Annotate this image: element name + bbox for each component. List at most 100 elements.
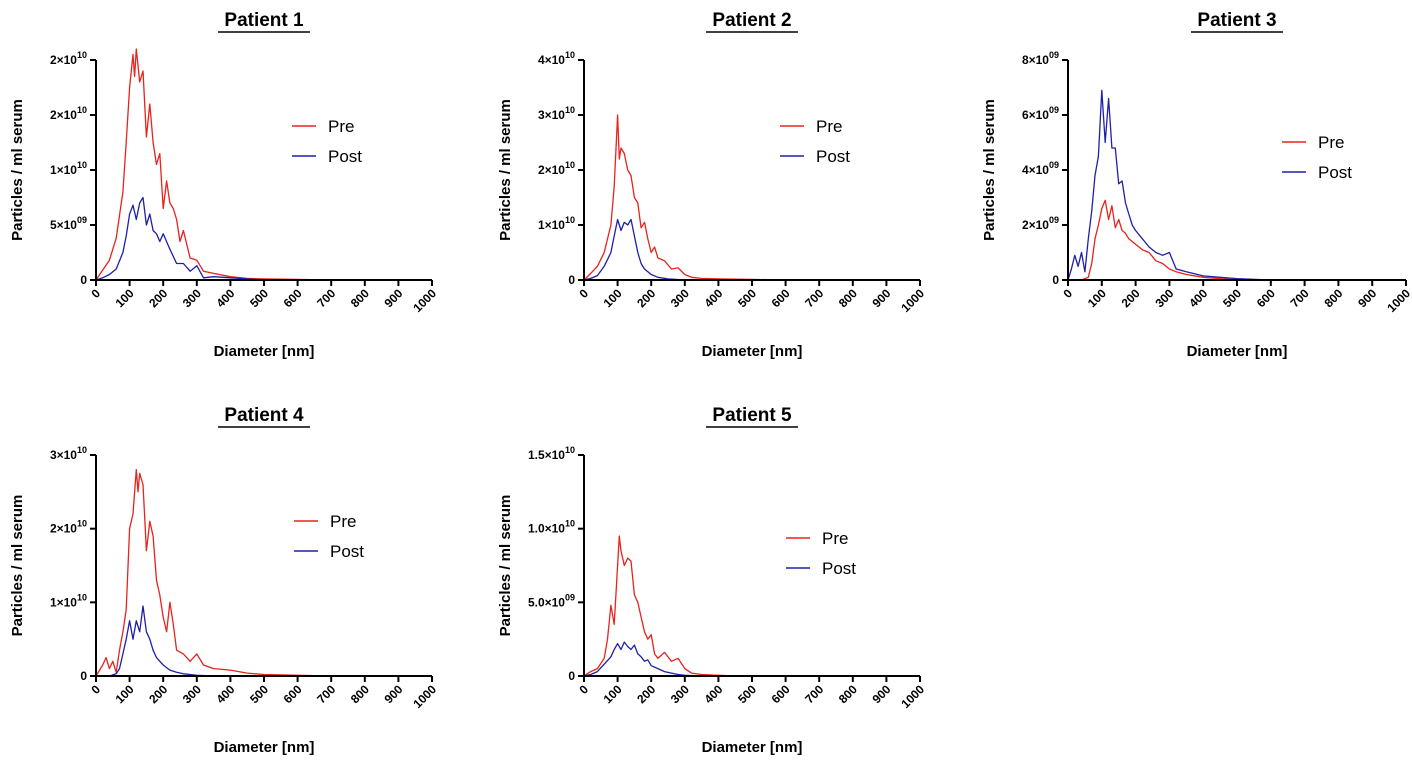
legend-label-pre: Pre <box>1318 133 1344 152</box>
y-tick-label: 0 <box>80 669 87 683</box>
chart-panel-5: Patient 5 0 5.0×1009 1.0×1010 1.5×1010 0 100 20… <box>497 405 927 756</box>
x-tick-label: 1000 <box>410 682 439 711</box>
x-tick-label: 600 <box>769 286 793 310</box>
x-tick-label: 0 <box>576 682 591 697</box>
x-tick-label: 100 <box>601 286 625 310</box>
series-line-post <box>96 605 432 677</box>
x-tick-label: 0 <box>576 286 591 301</box>
x-tick-label: 1000 <box>898 286 927 315</box>
y-tick-label: 2×1009 <box>1022 215 1059 232</box>
x-tick-label: 500 <box>735 682 759 706</box>
x-tick-label: 400 <box>1186 286 1210 310</box>
series-line-pre <box>95 48 432 281</box>
y-tick-label: 0 <box>568 669 575 683</box>
x-tick-label: 200 <box>634 286 658 310</box>
y-tick-label: 2×1010 <box>50 105 87 122</box>
x-tick-label: 800 <box>836 286 860 310</box>
x-tick-label: 0 <box>88 286 103 301</box>
x-tick-label: 200 <box>146 682 170 706</box>
legend-label-post: Post <box>328 147 362 166</box>
y-tick-label: 5×1009 <box>50 215 87 232</box>
x-tick-label: 800 <box>348 286 372 310</box>
x-tick-label: 800 <box>348 682 372 706</box>
x-tick-label: 700 <box>1288 286 1312 310</box>
x-tick-label: 300 <box>668 682 692 706</box>
x-tick-label: 300 <box>180 286 204 310</box>
x-tick-label: 800 <box>1321 286 1345 310</box>
legend-label-pre: Pre <box>330 512 356 531</box>
y-tick-label: 4×1010 <box>538 50 575 67</box>
y-tick-label: 1.5×1010 <box>528 445 575 462</box>
chart-title: Patient 1 <box>224 10 304 31</box>
x-tick-label: 500 <box>735 286 759 310</box>
x-tick-label: 700 <box>802 682 826 706</box>
y-axis-label: Particles / ml serum <box>497 495 514 637</box>
x-tick-label: 500 <box>1220 286 1244 310</box>
series-line-pre <box>583 114 920 281</box>
y-axis-label: Particles / ml serum <box>9 495 26 637</box>
y-tick-label: 1×1010 <box>50 592 87 609</box>
chart-panel-1: Patient 1 0 5×1009 1×1010 2×1010 2×1010 0 100 20… <box>9 10 439 360</box>
x-tick-label: 200 <box>1119 286 1143 310</box>
y-tick-label: 2×1010 <box>538 160 575 177</box>
chart-title: Patient 3 <box>1197 10 1276 31</box>
x-tick-label: 100 <box>601 682 625 706</box>
series-line-pre <box>583 535 920 677</box>
y-axis-label: Particles / ml serum <box>9 99 26 241</box>
x-tick-label: 1000 <box>898 682 927 711</box>
y-tick-label: 4×1009 <box>1022 160 1059 177</box>
y-tick-label: 6×1009 <box>1022 105 1059 122</box>
chart-title: Patient 4 <box>224 405 304 426</box>
x-tick-label: 1000 <box>1384 286 1412 315</box>
y-tick-label: 0 <box>568 273 575 287</box>
y-tick-label: 3×1010 <box>50 445 87 462</box>
x-tick-label: 900 <box>1355 286 1379 310</box>
legend-label-post: Post <box>822 559 856 578</box>
series-line-post <box>1067 89 1406 281</box>
x-tick-label: 400 <box>701 286 725 310</box>
x-tick-label: 400 <box>213 286 237 310</box>
legend-label-pre: Pre <box>822 529 848 548</box>
x-tick-label: 900 <box>869 286 893 310</box>
chart-panel-3: Patient 3 0 2×1009 4×1009 6×1009 8×1009 0 100 20… <box>981 10 1412 360</box>
chart-title: Patient 5 <box>712 405 792 426</box>
chart-panel-2: Patient 2 0 1×1010 2×1010 3×1010 4×1010 0 100 20… <box>497 10 927 360</box>
x-tick-label: 200 <box>146 286 170 310</box>
y-axis-label: Particles / ml serum <box>981 99 998 241</box>
legend-label-post: Post <box>816 147 850 166</box>
y-tick-label: 0 <box>1052 273 1059 287</box>
series-line-pre <box>1068 199 1406 281</box>
x-tick-label: 300 <box>1152 286 1176 310</box>
series-line-post <box>95 196 432 281</box>
y-tick-label: 5.0×1009 <box>528 592 575 609</box>
series-line-pre <box>95 469 432 677</box>
y-tick-label: 1×1010 <box>538 215 575 232</box>
x-tick-label: 1000 <box>410 286 439 315</box>
x-tick-label: 0 <box>88 682 103 697</box>
x-tick-label: 900 <box>381 286 405 310</box>
chart-title: Patient 2 <box>712 10 791 31</box>
x-axis-label: Diameter [nm] <box>702 343 803 360</box>
x-tick-label: 900 <box>869 682 893 706</box>
legend-label-post: Post <box>330 542 364 561</box>
x-tick-label: 200 <box>634 682 658 706</box>
x-tick-label: 300 <box>180 682 204 706</box>
legend-label-post: Post <box>1318 163 1352 182</box>
chart-panel-4: Patient 4 0 1×1010 2×1010 3×1010 0 100 200 300 40… <box>9 405 439 756</box>
x-tick-label: 500 <box>247 286 271 310</box>
series-line-post <box>583 218 920 281</box>
x-tick-label: 100 <box>1085 286 1109 310</box>
x-axis-label: Diameter [nm] <box>1187 343 1288 360</box>
x-tick-label: 700 <box>802 286 826 310</box>
x-axis-label: Diameter [nm] <box>214 739 315 756</box>
legend-label-pre: Pre <box>816 117 842 136</box>
y-tick-label: 0 <box>80 273 87 287</box>
x-tick-label: 700 <box>314 682 338 706</box>
legend-label-pre: Pre <box>328 117 354 136</box>
y-axis-label: Particles / ml serum <box>497 99 514 241</box>
x-tick-label: 100 <box>113 286 137 310</box>
x-tick-label: 400 <box>213 682 237 706</box>
x-axis-label: Diameter [nm] <box>214 343 315 360</box>
y-tick-label: 3×1010 <box>538 105 575 122</box>
